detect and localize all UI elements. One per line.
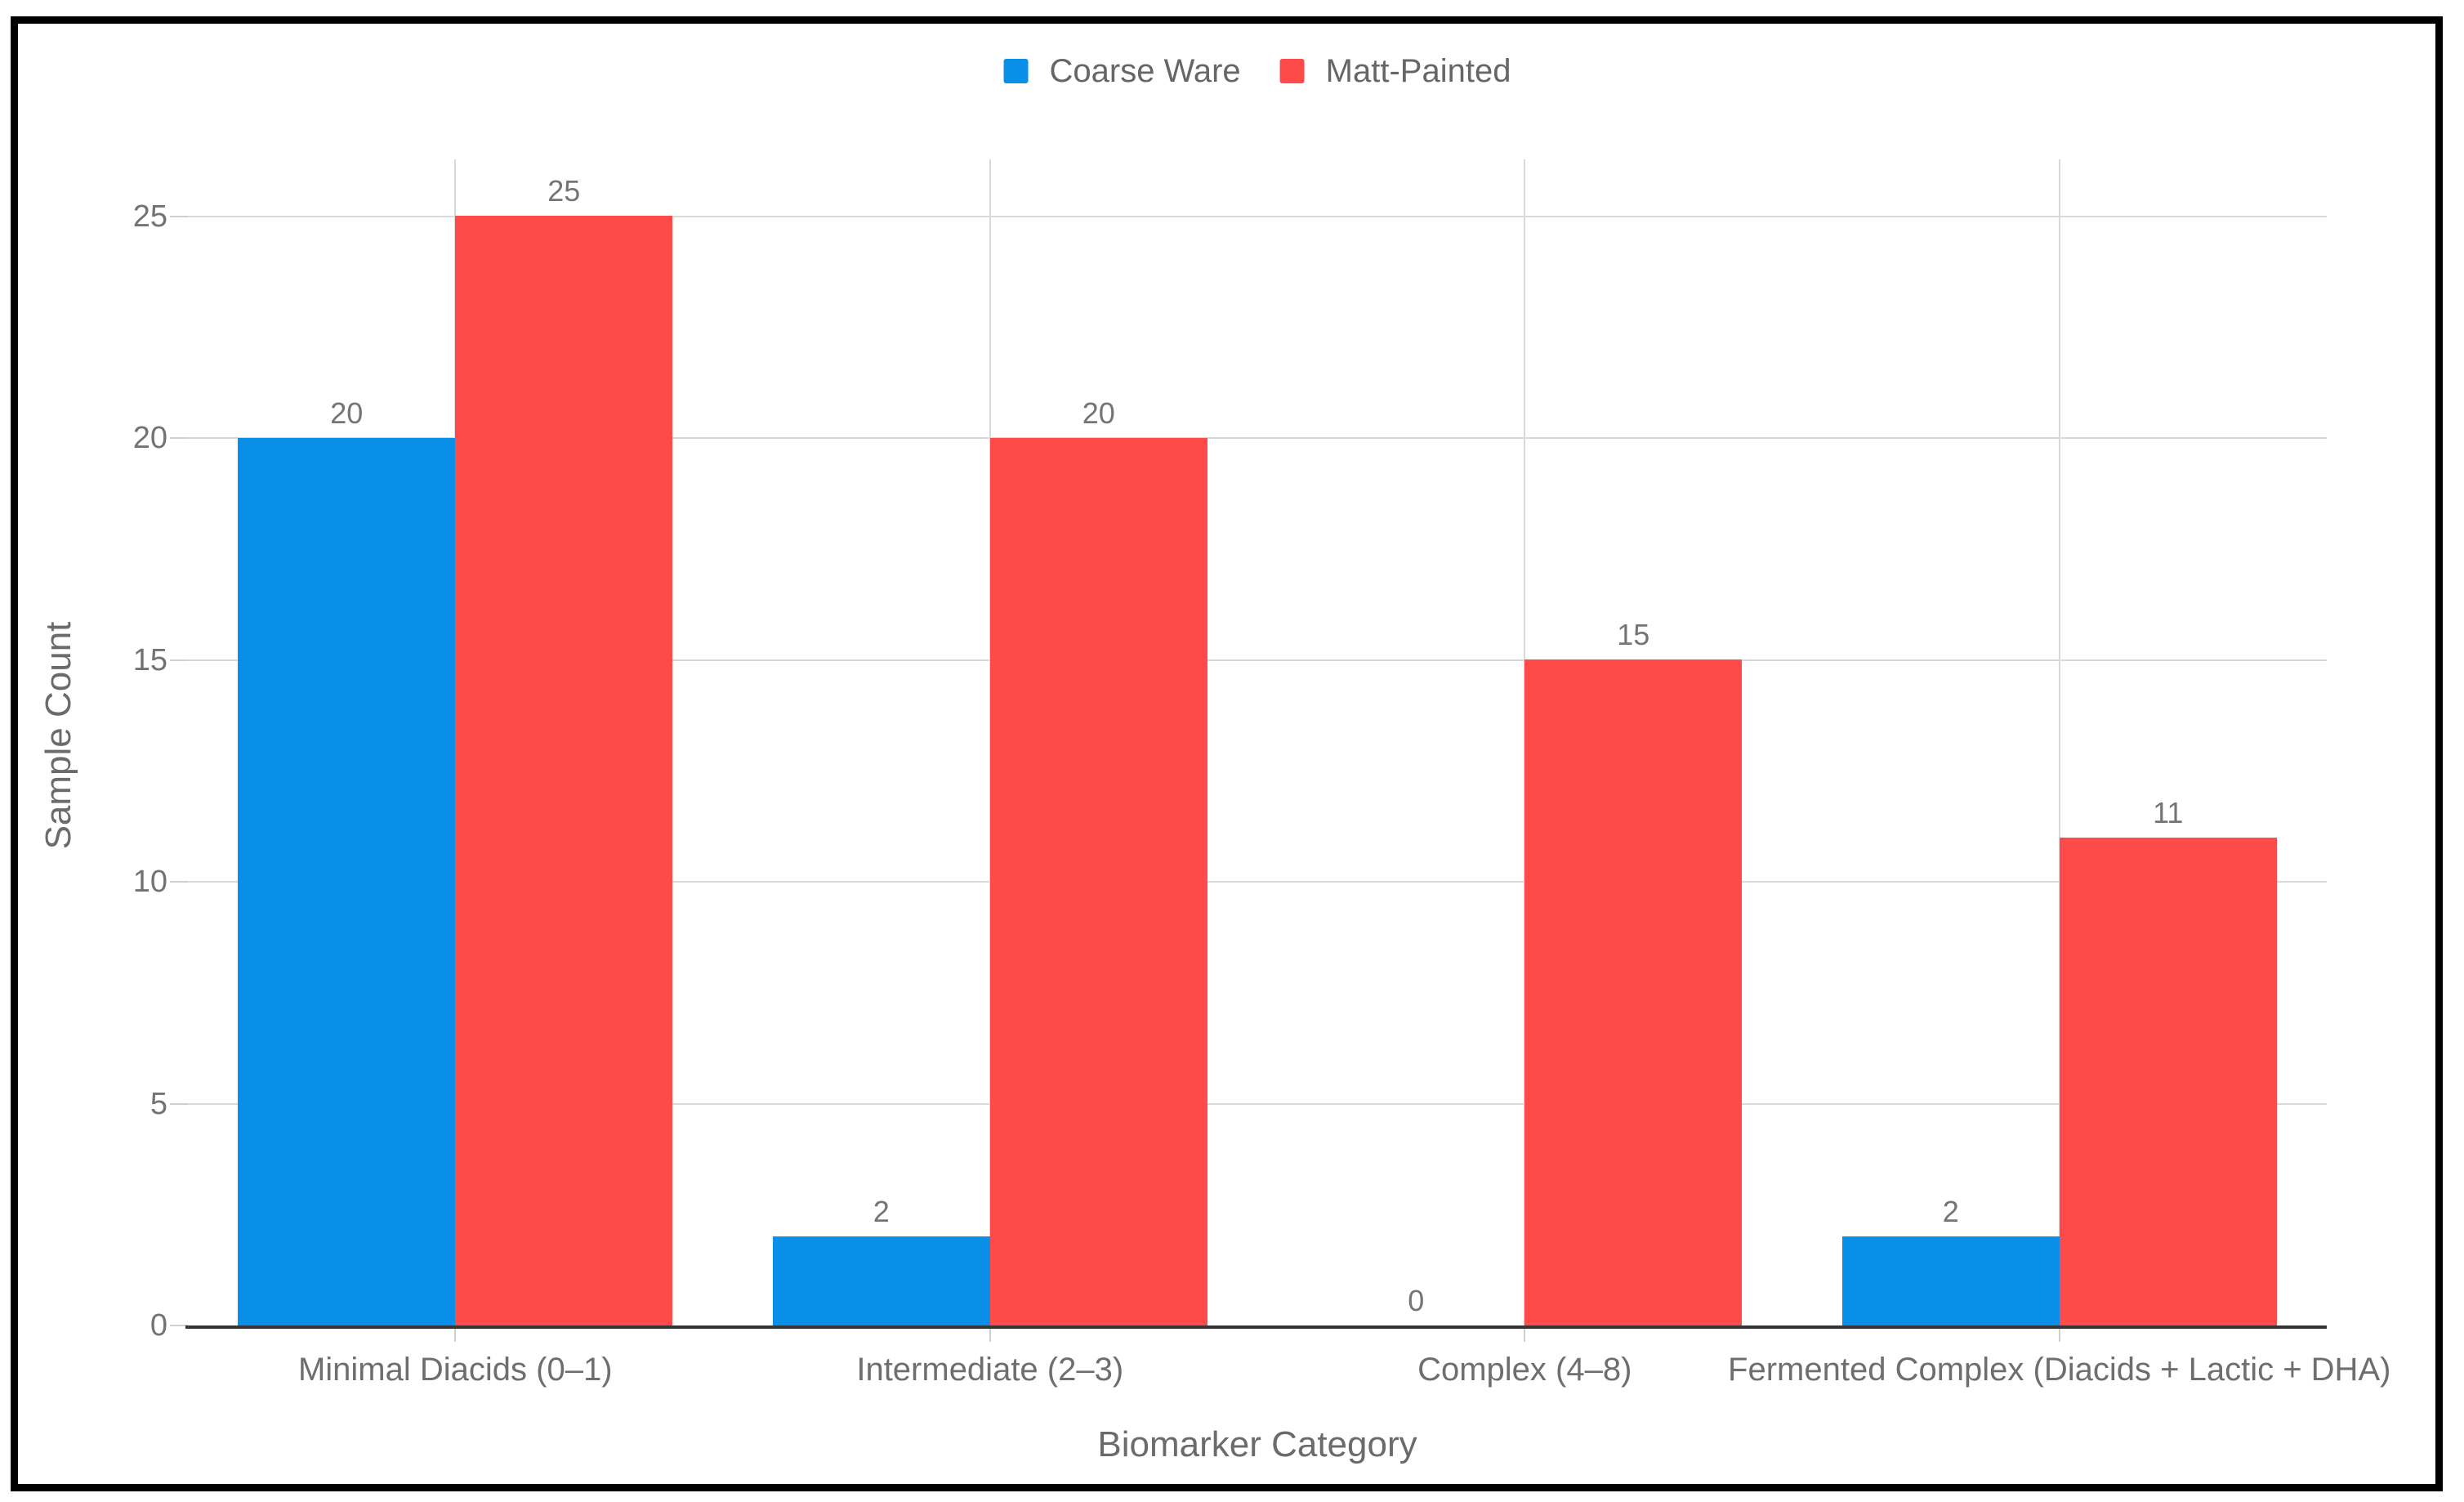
x-tick-mark [454, 1329, 457, 1342]
x-tick-label-fermented-complex-diacids-lactic-dha: Fermented Complex (Diacids + Lactic + DH… [1728, 1352, 2391, 1388]
x-axis-line [185, 1325, 2327, 1329]
chart-frame: Coarse Ware Matt-Painted 0 5 10 15 20 25 Minima… [11, 16, 2443, 1491]
y-axis-title: Sample Count [38, 621, 78, 850]
x-tick-mark [1524, 1329, 1526, 1342]
category-gridline [2058, 159, 2060, 1325]
legend-item-coarse-ware[interactable]: Coarse Ware [1003, 53, 1241, 89]
y-tick-mark [170, 215, 188, 217]
y-gridline [188, 215, 2327, 217]
bar-value-label: 0 [1408, 1284, 1425, 1317]
bar-coarse-ware[interactable] [238, 438, 456, 1325]
x-tick-mark [2058, 1329, 2060, 1342]
x-tick-mark [989, 1329, 991, 1342]
legend: Coarse Ware Matt-Painted [1003, 53, 1511, 89]
bar-matt-painted[interactable] [455, 216, 673, 1325]
legend-item-matt-painted[interactable]: Matt-Painted [1279, 53, 1511, 89]
x-tick-label-complex-4-8: Complex (4–8) [1417, 1352, 1632, 1388]
bar-value-label: 25 [547, 174, 581, 208]
y-gridline [188, 437, 2327, 439]
legend-label: Coarse Ware [1049, 53, 1241, 89]
bar-matt-painted[interactable] [2059, 838, 2277, 1325]
legend-swatch-icon [1279, 59, 1305, 83]
y-tick-label: 25 [132, 199, 167, 234]
bar-value-label: 20 [1082, 396, 1115, 430]
y-tick-label: 10 [132, 865, 167, 899]
x-tick-label-minimal-diacids-0-1: Minimal Diacids (0–1) [297, 1352, 613, 1388]
y-tick-label: 0 [150, 1308, 167, 1343]
plot-area: 0 5 10 15 20 25 Minimal Diacids (0–1) Intermedi… [18, 24, 2435, 1484]
bar-matt-painted[interactable] [1524, 659, 1743, 1325]
y-tick-label: 20 [132, 421, 167, 455]
x-tick-label-intermediate-2-3: Intermediate (2–3) [856, 1352, 1124, 1388]
y-tick-mark [170, 1325, 188, 1326]
y-tick-label: 15 [132, 642, 167, 677]
bar-value-label: 2 [873, 1195, 890, 1228]
y-tick-label: 5 [150, 1086, 167, 1121]
bar-value-label: 20 [330, 396, 364, 430]
y-gridline [188, 881, 2327, 883]
y-tick-mark [170, 881, 188, 883]
bar-coarse-ware[interactable] [1841, 1236, 2060, 1325]
y-tick-mark [170, 659, 188, 661]
bar-coarse-ware[interactable] [772, 1236, 990, 1325]
bar-value-label: 15 [1617, 618, 1650, 651]
y-gridline [188, 659, 2327, 661]
y-tick-mark [170, 1102, 188, 1105]
y-tick-mark [170, 437, 188, 439]
bar-value-label: 2 [1942, 1195, 1959, 1228]
legend-swatch-icon [1003, 59, 1029, 83]
bar-matt-painted[interactable] [989, 438, 1207, 1325]
y-gridline [188, 1102, 2327, 1105]
legend-label: Matt-Painted [1325, 53, 1511, 89]
bar-value-label: 11 [2153, 796, 2184, 829]
x-axis-title: Biomarker Category [1097, 1424, 1417, 1464]
